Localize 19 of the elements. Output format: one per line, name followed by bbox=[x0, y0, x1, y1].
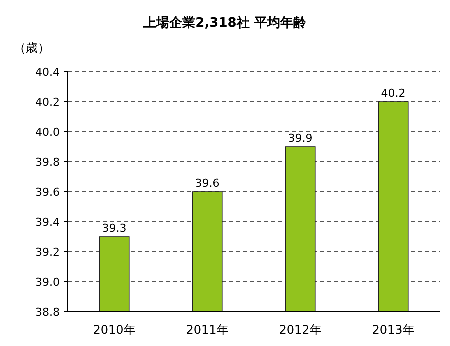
y-axis-title: （歳） bbox=[14, 41, 50, 55]
y-tick-label: 39.6 bbox=[36, 186, 60, 199]
y-tick-label: 39.2 bbox=[36, 246, 60, 259]
y-tick-label: 39.0 bbox=[36, 276, 60, 289]
y-tick-label: 40.0 bbox=[36, 126, 60, 139]
data-label: 39.3 bbox=[102, 222, 127, 235]
y-tick-label: 40.4 bbox=[36, 66, 60, 79]
data-label: 39.9 bbox=[288, 132, 313, 145]
y-tick-label: 39.8 bbox=[36, 156, 60, 169]
y-tick-label: 38.8 bbox=[36, 306, 60, 319]
y-tick-label: 40.2 bbox=[36, 96, 60, 109]
data-label: 40.2 bbox=[381, 87, 406, 100]
x-tick-label: 2010年 bbox=[93, 323, 136, 337]
x-tick-label: 2012年 bbox=[279, 323, 322, 337]
chart-title: 上場企業2,318社 平均年齢 bbox=[142, 15, 308, 31]
x-tick-label: 2011年 bbox=[186, 323, 229, 337]
data-label: 39.6 bbox=[195, 177, 220, 190]
y-tick-label: 39.4 bbox=[36, 216, 60, 229]
x-tick-label: 2013年 bbox=[372, 323, 415, 337]
